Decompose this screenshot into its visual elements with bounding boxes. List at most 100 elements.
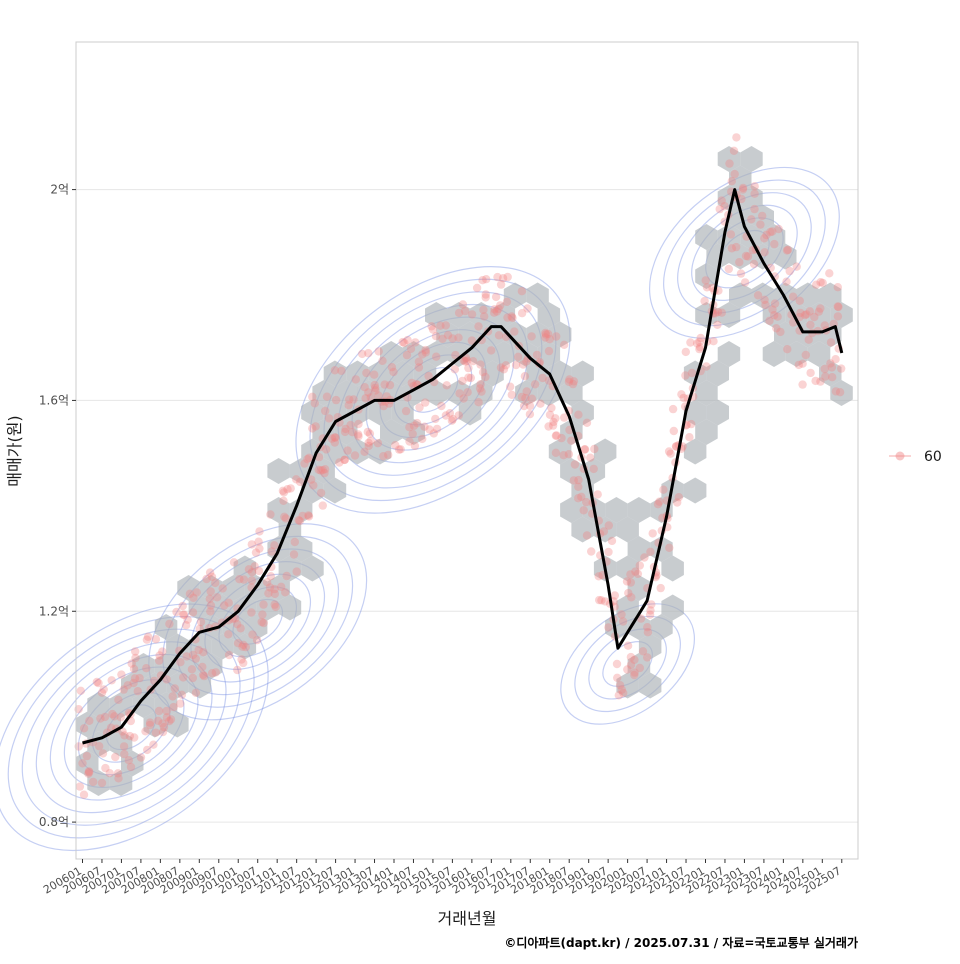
data-point: [185, 589, 195, 598]
y-tick-label: 1.6억: [39, 393, 69, 407]
data-point: [567, 436, 576, 445]
data-point: [206, 601, 216, 610]
data-point: [635, 663, 644, 673]
caption: ©디아파트(dapt.kr) / 2025.07.31 / 자료=국토교통부 실…: [504, 935, 858, 950]
data-point: [820, 364, 829, 374]
data-point: [702, 362, 711, 371]
hex-bin: [785, 341, 808, 367]
data-point: [344, 401, 353, 410]
data-point: [420, 422, 429, 431]
data-point: [124, 756, 133, 765]
data-point: [371, 383, 380, 393]
data-point: [604, 623, 613, 632]
hex-bin: [571, 360, 594, 387]
data-point: [631, 567, 640, 576]
data-point: [142, 664, 151, 673]
data-point: [354, 430, 363, 439]
data-point: [574, 475, 583, 485]
data-point: [254, 537, 263, 546]
data-point: [589, 464, 598, 474]
data-point: [818, 278, 827, 288]
data-point: [730, 169, 739, 179]
data-point: [559, 451, 568, 460]
data-point: [364, 441, 373, 451]
data-point: [630, 668, 639, 677]
hex-bin: [380, 341, 403, 367]
hex-bin: [571, 399, 594, 426]
data-point: [507, 390, 516, 399]
data-point: [265, 583, 275, 592]
data-point: [101, 763, 110, 773]
data-point: [448, 334, 457, 343]
hex-bin: [312, 458, 335, 484]
data-point: [579, 506, 588, 515]
data-point: [552, 332, 561, 341]
data-point: [466, 373, 475, 383]
hex-bin: [683, 399, 707, 426]
hex-bin: [627, 653, 651, 679]
data-point: [599, 527, 609, 536]
hex-bin: [751, 282, 774, 309]
hex-bin: [638, 633, 662, 660]
data-point: [496, 301, 505, 310]
y-tick-label: 0.8억: [39, 815, 69, 829]
data-point: [281, 514, 290, 523]
data-point: [162, 713, 172, 722]
data-point: [229, 558, 239, 567]
data-point: [241, 642, 250, 652]
hex-bin: [503, 282, 527, 309]
hex-bin: [548, 360, 572, 387]
hex-bin: [616, 516, 639, 543]
data-point: [713, 307, 723, 317]
data-point: [283, 485, 292, 494]
data-point: [503, 313, 512, 322]
hex-bin: [222, 575, 245, 601]
hex-bin: [819, 282, 842, 309]
data-point: [151, 635, 161, 644]
data-point: [468, 357, 478, 366]
data-point: [798, 359, 807, 368]
data-point: [183, 615, 192, 624]
data-point: [387, 363, 397, 372]
trend-line: [82, 188, 844, 745]
hex-bin: [560, 380, 583, 406]
hex-bin: [301, 438, 324, 465]
data-point: [520, 372, 530, 381]
hex-bin: [740, 185, 763, 211]
data-point: [613, 673, 622, 682]
hex-bin: [109, 770, 133, 796]
data-point: [405, 423, 414, 432]
hex-bin: [278, 555, 302, 582]
data-point: [687, 419, 696, 429]
data-point: [593, 490, 602, 499]
data-point: [725, 159, 734, 168]
hex-bin: [267, 458, 290, 484]
data-point: [92, 677, 102, 687]
y-axis-title: 매매가(원): [5, 415, 24, 486]
data-point: [833, 283, 842, 292]
hex-bin: [380, 419, 403, 445]
data-point: [79, 790, 89, 799]
data-point: [622, 577, 632, 586]
data-point: [114, 774, 123, 783]
data-point: [835, 388, 845, 397]
data-point: [783, 245, 793, 254]
data-point: [743, 252, 753, 261]
data-point: [580, 445, 589, 454]
density-contour: [323, 291, 543, 489]
data-point: [507, 312, 516, 321]
data-point: [765, 316, 774, 325]
data-point: [665, 543, 674, 552]
data-point: [506, 382, 515, 391]
hex-bin: [425, 302, 448, 328]
data-point: [431, 332, 441, 341]
data-point: [474, 398, 483, 407]
data-point: [235, 575, 244, 584]
data-point: [626, 570, 635, 579]
data-point: [646, 547, 655, 556]
data-point: [207, 572, 217, 581]
data-point: [165, 716, 174, 726]
hex-bin: [312, 380, 335, 406]
hex-bin: [177, 575, 200, 601]
